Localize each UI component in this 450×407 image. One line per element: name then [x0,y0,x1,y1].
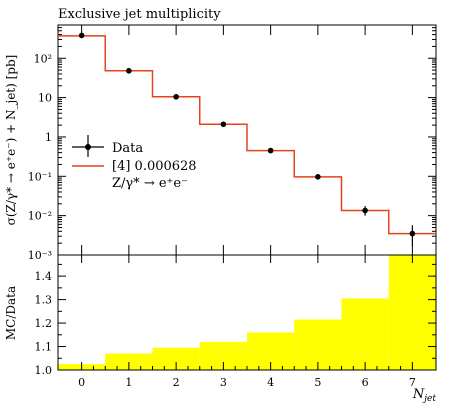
mc-histogram-line [58,35,436,235]
x-tick-label: 2 [173,376,180,389]
legend: Data [4] 0.000628 Z/γ* → e⁺e⁻ [72,135,197,191]
y-tick-label: 10⁻¹ [28,170,52,183]
x-tick-label: 0 [78,376,85,389]
y-tick-label: 1 [45,131,52,144]
ratio-bar [388,255,436,370]
legend-entry-process: Z/γ* → e⁺e⁻ [112,176,188,191]
ratio-bar [152,347,200,370]
data-point [409,230,416,237]
x-axis-label-n: N [412,387,425,402]
ratio-bar [105,353,153,370]
y-tick-label: 10 [38,92,52,105]
ratio-y-tick-label: 1.1 [35,341,53,354]
ratio-y-axis-label: MC/Data [4,286,18,340]
ratio-y-tick-label: 1.2 [35,317,53,330]
x-tick-label: 1 [125,376,132,389]
data-point [78,32,85,39]
x-axis-label-sub: jet [422,394,436,404]
ratio-y-tick-label: 1.0 [35,364,53,377]
x-tick-label: 4 [267,376,274,389]
data-point [315,174,321,180]
ratio-x-ticks: 0 1 2 3 4 5 6 7 [78,255,416,389]
x-axis-label: Njet [412,387,436,404]
main-y-ticks: 10² 10 1 10⁻¹ 10⁻² 10⁻³ [28,24,436,262]
y-tick-label: 10⁻³ [28,249,52,262]
data-points [78,32,416,246]
y-tick-label: 10⁻² [28,210,52,223]
mc-histogram [58,35,436,235]
data-point [173,93,179,100]
legend-entry-data: Data [112,141,143,156]
y-tick-label: 10² [34,52,52,65]
chart-title: Exclusive jet multiplicity [58,7,221,22]
ratio-bar [294,319,342,370]
main-y-axis-label: σ(Z/γ* → e⁺e⁻) + N_jet) [pb] [4,55,18,226]
main-x-ticks [81,25,413,255]
ratio-bar [341,298,389,370]
data-point [126,67,132,74]
x-tick-label: 6 [362,376,369,389]
x-tick-label: 7 [409,376,416,389]
ratio-y-tick-label: 1.3 [35,294,53,307]
data-point [220,121,227,128]
ratio-band [58,255,436,370]
main-panel: 10² 10 1 10⁻¹ 10⁻² 10⁻³ σ(Z/γ* → e⁺e⁻) + N_je… [4,24,437,262]
legend-data-marker [85,144,91,150]
ratio-panel: 1.0 1.1 1.2 1.3 1.4 0 1 2 3 4 5 6 7 MC/Data [4,254,437,389]
data-point [267,147,274,154]
x-tick-label: 3 [220,376,227,389]
data-point [362,207,368,214]
x-tick-label: 5 [314,376,321,389]
ratio-y-ticks: 1.0 1.1 1.2 1.3 1.4 [35,263,436,377]
ratio-y-tick-label: 1.4 [35,270,53,283]
legend-entry-mc: [4] 0.000628 [112,159,197,174]
